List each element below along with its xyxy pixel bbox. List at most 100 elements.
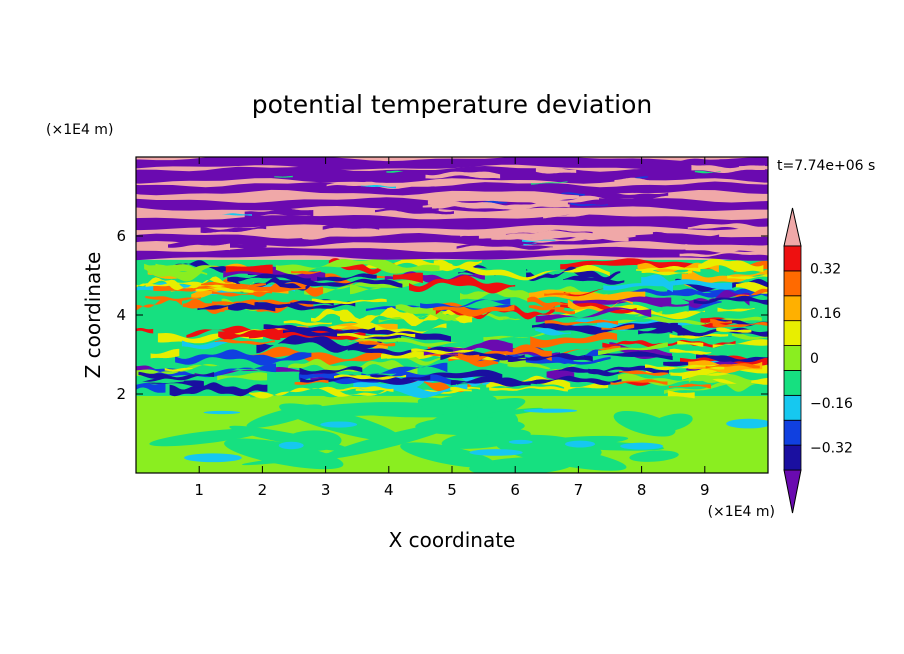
contour-field	[136, 157, 768, 473]
contour-band	[195, 285, 275, 292]
contour-band	[635, 310, 664, 317]
contour-band	[350, 279, 436, 295]
contour-band	[288, 358, 418, 375]
x-tick-label: 6	[510, 481, 520, 499]
contour-band	[186, 325, 281, 340]
colorbar-swatch	[783, 270, 802, 297]
contour-blob	[469, 449, 523, 456]
contour-band	[555, 308, 575, 315]
contour-band	[615, 316, 762, 325]
contour-band	[334, 374, 407, 380]
colorbar-over-triangle	[783, 207, 802, 247]
contour-band	[275, 258, 440, 275]
contour-band	[431, 201, 568, 211]
contour-band	[507, 361, 600, 371]
contour-band	[652, 231, 720, 241]
contour-band	[168, 240, 267, 250]
contour-band	[432, 302, 515, 317]
contour-band	[420, 298, 511, 309]
contour-band	[201, 281, 266, 288]
contour-band	[733, 288, 768, 298]
contour-band	[558, 366, 632, 377]
contour-band	[522, 239, 556, 243]
contour-band	[717, 307, 755, 312]
contour-band	[370, 369, 503, 385]
contour-band	[675, 278, 768, 292]
contour-band	[689, 290, 750, 309]
contour-band	[570, 202, 608, 206]
contour-blob	[415, 417, 525, 436]
contour-band	[328, 386, 394, 392]
contour-band	[698, 258, 764, 273]
contour-band	[194, 243, 230, 252]
contour-band	[507, 195, 599, 204]
colorbar-swatch	[783, 419, 802, 446]
contour-blob	[496, 441, 627, 471]
y-tick-label: 6	[116, 227, 126, 245]
contour-band	[411, 348, 472, 355]
contour-band	[386, 170, 403, 173]
contour-band	[544, 319, 619, 326]
colorbar-tick-label: −0.16	[810, 396, 853, 412]
contour-band	[425, 171, 501, 179]
colorbar-tick-label: 0.16	[810, 306, 841, 322]
contour-blob	[613, 410, 676, 437]
contour-band	[677, 340, 704, 347]
contour-band	[696, 354, 768, 363]
contour-band	[435, 304, 555, 320]
contour-band	[527, 296, 568, 309]
contour-band	[217, 372, 268, 381]
contour-band	[694, 170, 721, 174]
contour-band	[322, 222, 380, 230]
contour-band	[395, 304, 474, 321]
contour-band	[598, 342, 668, 355]
contour-band	[710, 319, 732, 324]
colorbar: 0.32 0.16 0 −0.16 −0.32	[783, 207, 853, 514]
chart-title: potential temperature deviation	[252, 90, 652, 119]
contour-blob	[523, 408, 578, 413]
contour-band	[409, 275, 516, 294]
contour-band	[456, 242, 553, 250]
contour-band	[679, 251, 768, 257]
contour-band	[283, 320, 332, 326]
contour-band	[302, 232, 338, 240]
contour-band	[393, 272, 423, 284]
contour-band	[249, 386, 393, 399]
contour-blob	[183, 453, 242, 463]
contour-band	[169, 382, 268, 397]
x-tick-label: 1	[194, 481, 204, 499]
contour-band	[603, 279, 733, 291]
colorbar-swatch	[783, 320, 802, 346]
contour-band	[250, 386, 384, 398]
contour-blob	[278, 441, 304, 450]
contour-band	[482, 200, 508, 204]
contour-band	[727, 274, 768, 280]
contour-band	[507, 353, 593, 362]
contour-band	[691, 165, 765, 173]
contour-band	[396, 206, 439, 212]
contour-band	[470, 266, 555, 277]
colorbar-swatch	[783, 245, 802, 272]
contour-band	[489, 386, 568, 392]
contour-band	[228, 301, 356, 311]
x-tick-label: 7	[574, 481, 584, 499]
contour-band	[531, 181, 568, 185]
contour-band	[353, 378, 468, 399]
colorbar-swatch	[783, 444, 802, 471]
contour-band	[225, 264, 273, 274]
contour-band	[716, 327, 752, 333]
time-label: t=7.74e+06 s	[777, 158, 875, 174]
contour-band	[667, 288, 768, 298]
contour-band	[300, 374, 431, 384]
contour-blob	[229, 425, 351, 452]
contour-blob	[469, 456, 574, 473]
y-tick-label: 2	[116, 385, 126, 403]
contour-band	[563, 287, 623, 297]
contour-blob	[629, 450, 679, 462]
colorbar-swatch	[783, 295, 802, 322]
contour-blob	[241, 452, 349, 466]
contour-band	[254, 299, 334, 309]
contour-band	[645, 364, 725, 371]
contour-band	[664, 380, 727, 394]
contour-band	[136, 298, 182, 311]
